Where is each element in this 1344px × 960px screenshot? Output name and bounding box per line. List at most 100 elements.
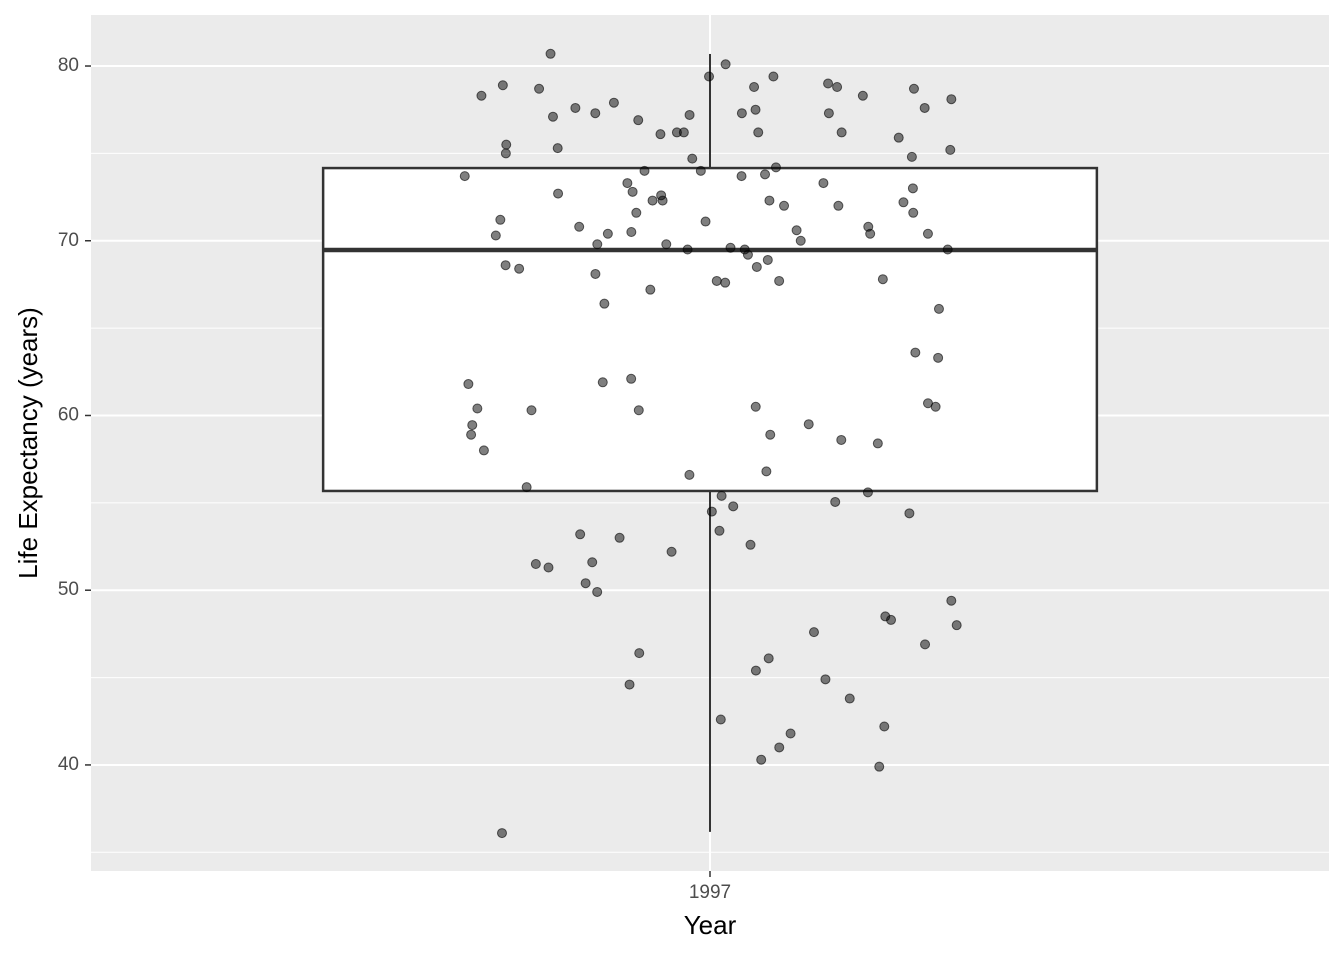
point bbox=[496, 828, 507, 839]
point bbox=[534, 83, 545, 94]
point bbox=[587, 557, 598, 568]
point bbox=[768, 71, 779, 82]
point bbox=[946, 94, 957, 105]
point bbox=[514, 263, 525, 274]
y-axis-title: Life Expectancy (years) bbox=[13, 307, 43, 579]
point bbox=[590, 108, 601, 119]
point bbox=[633, 115, 644, 126]
point bbox=[614, 532, 625, 543]
point bbox=[922, 228, 933, 239]
point bbox=[942, 244, 953, 255]
point bbox=[678, 127, 689, 138]
point bbox=[945, 144, 956, 155]
point bbox=[808, 627, 819, 638]
point bbox=[526, 405, 537, 416]
point bbox=[500, 260, 511, 271]
point bbox=[774, 275, 785, 286]
point bbox=[661, 239, 672, 250]
point bbox=[770, 162, 781, 173]
point bbox=[602, 228, 613, 239]
point bbox=[463, 379, 474, 390]
point bbox=[933, 303, 944, 314]
point bbox=[622, 178, 633, 189]
point bbox=[545, 48, 556, 59]
point bbox=[684, 109, 695, 120]
point bbox=[844, 693, 855, 704]
point bbox=[832, 81, 843, 92]
point bbox=[818, 178, 829, 189]
point bbox=[908, 207, 919, 218]
point bbox=[872, 438, 883, 449]
point bbox=[495, 214, 506, 225]
point bbox=[500, 148, 511, 159]
point bbox=[750, 665, 761, 676]
point bbox=[553, 188, 564, 199]
point bbox=[597, 377, 608, 388]
point bbox=[930, 401, 941, 412]
point bbox=[751, 261, 762, 272]
point bbox=[803, 419, 814, 430]
point bbox=[580, 578, 591, 589]
point bbox=[791, 225, 802, 236]
point bbox=[459, 171, 470, 182]
point bbox=[715, 714, 726, 725]
point bbox=[750, 104, 761, 115]
point bbox=[645, 284, 656, 295]
point bbox=[836, 434, 847, 445]
point bbox=[521, 482, 532, 493]
point bbox=[779, 200, 790, 211]
point bbox=[910, 347, 921, 358]
point bbox=[745, 539, 756, 550]
point bbox=[764, 195, 775, 206]
point bbox=[920, 639, 931, 650]
y-tick-label: 50 bbox=[58, 579, 79, 600]
point bbox=[823, 78, 834, 89]
point bbox=[762, 254, 773, 265]
point bbox=[857, 90, 868, 101]
point bbox=[639, 165, 650, 176]
point bbox=[575, 529, 586, 540]
point bbox=[592, 239, 603, 250]
point bbox=[714, 525, 725, 536]
point bbox=[728, 501, 739, 512]
point bbox=[862, 487, 873, 498]
point bbox=[830, 496, 841, 507]
point bbox=[946, 595, 957, 606]
point bbox=[700, 216, 711, 227]
point bbox=[760, 169, 771, 180]
point bbox=[624, 679, 635, 690]
y-tick-label: 70 bbox=[58, 230, 79, 251]
point bbox=[590, 268, 601, 279]
point bbox=[547, 111, 558, 122]
point bbox=[574, 221, 585, 232]
point bbox=[880, 611, 891, 622]
point bbox=[634, 648, 645, 659]
point bbox=[478, 445, 489, 456]
point bbox=[765, 429, 776, 440]
y-tick-label: 60 bbox=[58, 404, 79, 425]
point bbox=[552, 143, 563, 154]
point bbox=[608, 97, 619, 108]
point bbox=[711, 275, 722, 286]
point bbox=[530, 559, 541, 570]
point bbox=[695, 165, 706, 176]
point bbox=[907, 183, 918, 194]
point bbox=[472, 403, 483, 414]
point bbox=[756, 754, 767, 765]
point bbox=[820, 674, 831, 685]
point bbox=[466, 429, 477, 440]
point bbox=[750, 401, 761, 412]
point bbox=[749, 81, 760, 92]
y-tick-label: 40 bbox=[58, 754, 79, 775]
y-tick-label: 80 bbox=[58, 55, 79, 76]
point bbox=[501, 139, 512, 150]
point bbox=[761, 466, 772, 477]
point bbox=[736, 108, 747, 119]
point bbox=[476, 90, 487, 101]
point bbox=[795, 235, 806, 246]
box bbox=[321, 166, 1099, 493]
point bbox=[933, 352, 944, 363]
point bbox=[626, 227, 637, 238]
point bbox=[592, 586, 603, 597]
